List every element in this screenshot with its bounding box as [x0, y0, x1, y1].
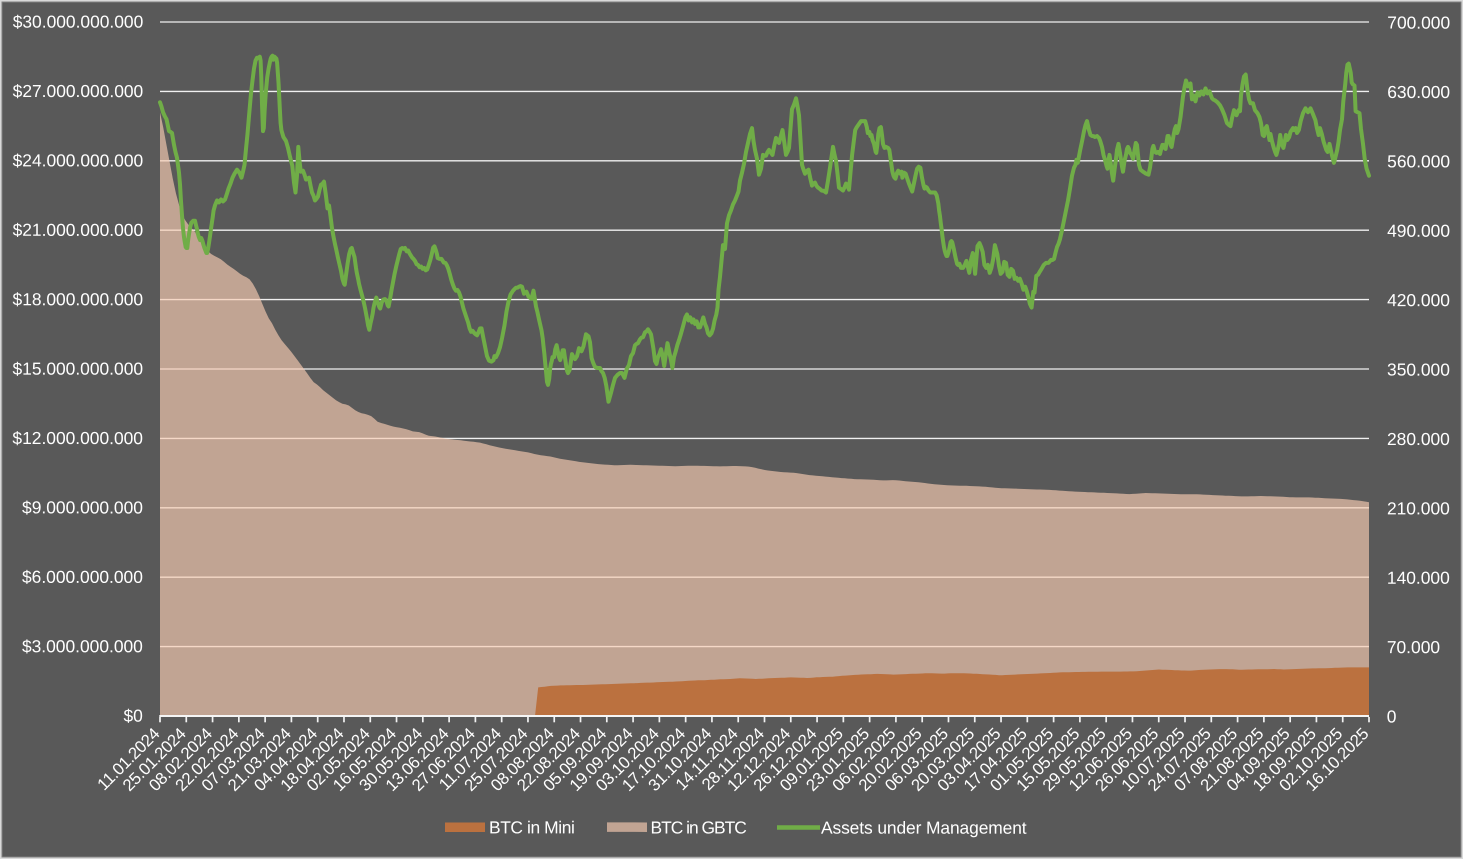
svg-text:BTC in GBTC: BTC in GBTC — [650, 817, 746, 837]
svg-text:0: 0 — [1387, 707, 1397, 727]
svg-text:$18.000.000.000: $18.000.000.000 — [13, 289, 144, 309]
svg-text:$15.000.000.000: $15.000.000.000 — [12, 359, 143, 379]
svg-text:$30.000.000.000: $30.000.000.000 — [13, 12, 144, 32]
svg-text:$27.000.000.000: $27.000.000.000 — [13, 81, 144, 101]
svg-text:700.000: 700.000 — [1387, 13, 1450, 33]
svg-text:$3.000.000.000: $3.000.000.000 — [22, 636, 143, 656]
svg-text:Assets under Management: Assets under Management — [821, 818, 1027, 838]
svg-text:350.000: 350.000 — [1387, 360, 1450, 380]
svg-text:140.000: 140.000 — [1387, 568, 1450, 588]
svg-text:630.000: 630.000 — [1387, 82, 1450, 102]
svg-text:$9.000.000.000: $9.000.000.000 — [22, 497, 143, 517]
svg-text:280.000: 280.000 — [1387, 429, 1450, 449]
svg-text:70.000: 70.000 — [1387, 637, 1440, 657]
svg-text:BTC in Mini: BTC in Mini — [489, 817, 574, 837]
svg-text:560.000: 560.000 — [1387, 151, 1450, 171]
svg-text:$21.000.000.000: $21.000.000.000 — [13, 220, 144, 240]
svg-text:$12.000.000.000: $12.000.000.000 — [12, 428, 143, 448]
svg-text:$24.000.000.000: $24.000.000.000 — [13, 150, 144, 170]
svg-text:490.000: 490.000 — [1387, 221, 1450, 241]
svg-text:$6.000.000.000: $6.000.000.000 — [22, 567, 143, 587]
svg-text:$0: $0 — [123, 706, 142, 726]
svg-text:420.000: 420.000 — [1387, 290, 1450, 310]
svg-text:210.000: 210.000 — [1387, 498, 1450, 518]
